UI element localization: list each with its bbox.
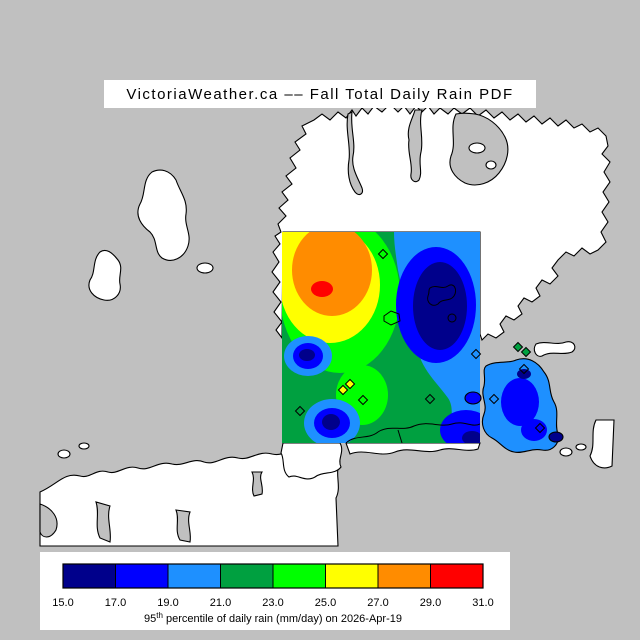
islet bbox=[468, 142, 486, 154]
land-north bbox=[271, 103, 611, 342]
land-below-domain bbox=[280, 442, 343, 480]
station-marker bbox=[337, 384, 349, 396]
contour-level-27-29 bbox=[292, 232, 372, 316]
tick-label: 27.0 bbox=[367, 597, 388, 609]
fjord-channel bbox=[407, 109, 423, 183]
colorbar-segment bbox=[220, 563, 274, 589]
island-navy bbox=[548, 431, 564, 443]
station-marker bbox=[518, 363, 530, 375]
colorbar-segment bbox=[272, 563, 326, 589]
station-marker bbox=[520, 346, 532, 358]
landmasses bbox=[39, 103, 615, 547]
islet bbox=[485, 160, 497, 170]
caption-prefix: 95 bbox=[144, 613, 156, 625]
station-marker bbox=[512, 341, 524, 353]
tick-label: 17.0 bbox=[105, 597, 126, 609]
tick-label: 25.0 bbox=[315, 597, 336, 609]
station-marker bbox=[488, 393, 500, 405]
island-blue bbox=[464, 391, 482, 405]
contour-level-15-17-min bbox=[462, 431, 480, 443]
island-blue-patch bbox=[501, 378, 539, 426]
colorbar: 15.0 17.0 19.0 21.0 23.0 25.0 27.0 29.0 … bbox=[52, 563, 494, 609]
tick-label: 15.0 bbox=[52, 597, 73, 609]
caption: 95th percentile of daily rain (mm/day) o… bbox=[144, 611, 402, 625]
caption-rest: percentile of daily rain (mm/day) on 202… bbox=[163, 613, 402, 625]
tick-label: 31.0 bbox=[472, 597, 493, 609]
contour-level-29-31-max bbox=[311, 281, 333, 297]
map-title: VictoriaWeather.ca –– Fall Total Daily R… bbox=[126, 86, 513, 103]
station-markers bbox=[294, 248, 546, 434]
title-band bbox=[104, 80, 536, 108]
peninsula-hook bbox=[533, 341, 576, 357]
inlet bbox=[39, 503, 58, 538]
caption-superscript: th bbox=[156, 611, 163, 620]
station-marker bbox=[344, 378, 356, 390]
rain-contour-field bbox=[282, 232, 480, 443]
station-marker bbox=[534, 422, 546, 434]
contour-level-15-17-min bbox=[413, 262, 467, 350]
colorbar-segment bbox=[430, 563, 484, 589]
contour-level-15-17-min bbox=[299, 349, 315, 361]
coastline-outline bbox=[447, 313, 457, 323]
coastline-outline bbox=[383, 310, 401, 326]
colorbar-segment bbox=[115, 563, 169, 589]
inlet bbox=[175, 509, 191, 543]
fjord-channel bbox=[346, 111, 363, 196]
inlet bbox=[95, 501, 111, 543]
station-marker bbox=[424, 393, 436, 405]
islet bbox=[78, 442, 90, 450]
station-marker bbox=[294, 405, 306, 417]
station-marker bbox=[357, 394, 369, 406]
colorbar-segment bbox=[167, 563, 221, 589]
islet bbox=[575, 443, 587, 451]
tick-label: 23.0 bbox=[262, 597, 283, 609]
contour-level-15-17-min bbox=[322, 414, 340, 430]
inlet bbox=[251, 471, 264, 497]
islet bbox=[196, 262, 214, 274]
station-marker bbox=[470, 348, 482, 360]
colorbar-segment bbox=[325, 563, 379, 589]
tick-label: 29.0 bbox=[420, 597, 441, 609]
coastline-outline bbox=[427, 284, 457, 306]
islet bbox=[559, 447, 573, 457]
coastline-outline bbox=[345, 422, 480, 443]
colorbar-frame bbox=[62, 563, 484, 589]
station-marker bbox=[377, 248, 389, 260]
land-east-edge bbox=[589, 419, 615, 469]
tick-label: 21.0 bbox=[210, 597, 231, 609]
colorbar-segment bbox=[377, 563, 431, 589]
coastline-outline bbox=[397, 429, 403, 443]
tick-label: 19.0 bbox=[157, 597, 178, 609]
colorbar-segment bbox=[62, 563, 116, 589]
west-island bbox=[88, 249, 122, 301]
victoria-shore-strip bbox=[345, 442, 481, 455]
west-island bbox=[137, 169, 190, 261]
islet bbox=[57, 449, 71, 459]
